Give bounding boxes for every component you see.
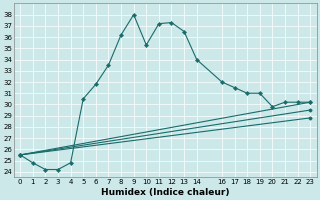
X-axis label: Humidex (Indice chaleur): Humidex (Indice chaleur) — [101, 188, 229, 197]
